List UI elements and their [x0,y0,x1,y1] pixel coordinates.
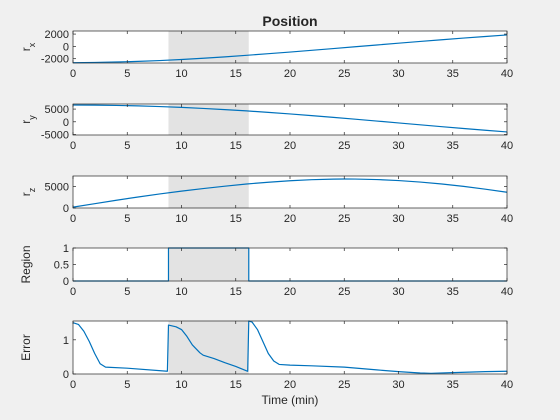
x-tick-label: 15 [230,213,242,225]
shaded-region [168,176,249,208]
x-tick-label: 35 [447,379,459,391]
x-tick-label: 15 [230,140,242,152]
x-tick-label: 0 [70,140,76,152]
y-tick-label: 0.5 [54,260,69,272]
series-line [72,178,508,208]
y-axis-label: rx [19,42,37,51]
subplot-3: 0 5 10 15 20 25 30 35 40 0 5000 rz [19,175,513,225]
x-tick-label: 0 [70,68,76,80]
x-tick-label: 40 [501,213,513,225]
y-axis-label: rz [19,187,37,196]
y-axis-label-subscript: y [27,115,37,120]
x-tick-label: 35 [447,140,459,152]
subplot-4: 0 5 10 15 20 25 30 35 40 0 0.5 1 Region [19,243,513,298]
x-tick-label: 10 [175,286,187,298]
x-tick-label: 20 [284,286,296,298]
x-tick-label: 35 [447,213,459,225]
x-tick-label: 25 [338,213,350,225]
x-tick-label: 15 [230,379,242,391]
x-tick-label: 40 [501,286,513,298]
y-axis-label: Error [19,334,33,361]
series-line [72,104,508,133]
series-line [72,320,508,374]
x-tick-label: 25 [338,140,350,152]
x-tick-label: 25 [338,286,350,298]
x-tick-label: 30 [392,140,404,152]
x-tick-label: 40 [501,379,513,391]
x-tick-label: 5 [124,140,130,152]
x-tick-label: 0 [70,379,76,391]
x-tick-label: 30 [392,68,404,80]
x-tick-label: 5 [124,213,130,225]
y-tick-label: 0 [63,41,69,53]
y-tick-label: -5000 [41,129,69,141]
y-axis-label-subscript: x [27,42,37,47]
axes-background [73,248,507,281]
y-tick-label: 2000 [45,29,69,41]
y-axis-label-subscript: z [27,187,37,192]
x-tick-label: 5 [124,286,130,298]
figure-title: Position [262,13,317,29]
x-tick-label: 30 [392,286,404,298]
x-tick-label: 0 [70,213,76,225]
x-tick-label: 20 [284,379,296,391]
y-tick-label: 0 [63,369,69,381]
y-tick-label: 5000 [45,181,69,193]
x-tick-label: 0 [70,286,76,298]
y-tick-label: 5000 [45,104,69,116]
y-tick-label: 1 [63,243,69,255]
x-tick-label: 30 [392,379,404,391]
x-tick-label: 20 [284,213,296,225]
x-tick-label: 10 [175,213,187,225]
shaded-region [168,248,249,281]
y-tick-label: 0 [63,203,69,215]
x-tick-label: 35 [447,68,459,80]
x-tick-label: 5 [124,379,130,391]
x-tick-label: 20 [284,140,296,152]
y-axis-label: ry [19,115,37,124]
x-tick-label: 40 [501,140,513,152]
x-axis-label: Time (min) [262,393,319,407]
x-tick-label: 35 [447,286,459,298]
x-tick-label: 25 [338,379,350,391]
x-tick-label: 40 [501,68,513,80]
x-tick-label: 15 [230,286,242,298]
x-tick-label: 5 [124,68,130,80]
x-tick-label: 15 [230,68,242,80]
x-tick-label: 10 [175,68,187,80]
y-tick-label: 0 [63,117,69,129]
axes-background [73,321,507,374]
y-tick-label: 1 [63,335,69,347]
y-axis-label: Region [19,245,33,283]
axes-background [73,104,507,135]
x-tick-label: 10 [175,379,187,391]
x-tick-label: 20 [284,68,296,80]
y-tick-label: -2000 [41,54,69,66]
x-tick-label: 30 [392,213,404,225]
axes-background [73,31,507,63]
subplot-5: 0 5 10 15 20 25 30 35 40 0 1 Error Time (min) [19,320,513,407]
series-line [72,34,508,64]
y-tick-label: 0 [63,276,69,288]
x-tick-label: 10 [175,140,187,152]
x-tick-label: 25 [338,68,350,80]
